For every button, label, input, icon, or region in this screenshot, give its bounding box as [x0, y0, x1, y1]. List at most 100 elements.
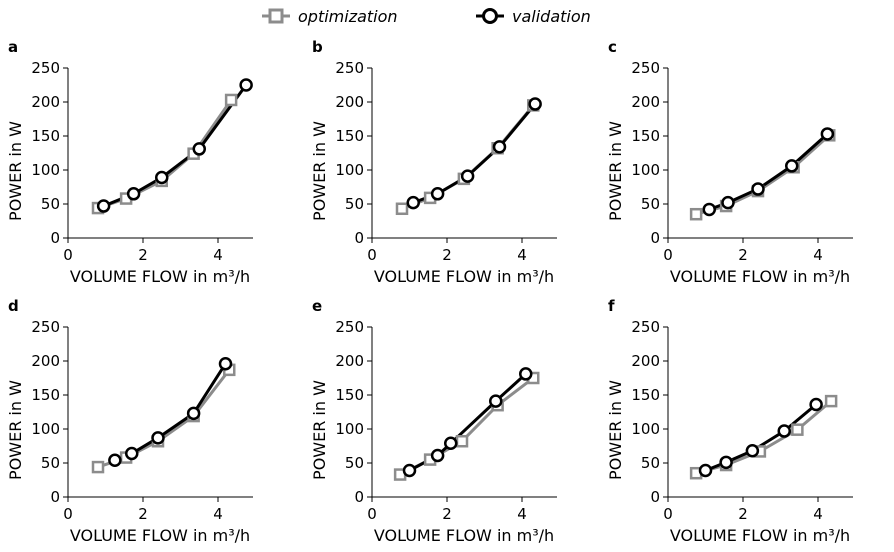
x-tick-label: 2: [442, 505, 452, 523]
series-line-optimization: [695, 399, 833, 475]
y-tick-label: 250: [631, 59, 660, 77]
y-tick-label: 150: [631, 386, 660, 404]
legend-validation-label: validation: [512, 7, 591, 26]
panel-label: e: [312, 297, 322, 315]
y-tick-label: 0: [650, 229, 660, 247]
legend: optimization validation: [262, 7, 591, 26]
x-tick-label: 2: [138, 505, 148, 523]
validation-point: [186, 406, 201, 421]
y-tick-label: 150: [631, 127, 660, 145]
y-tick-label: 150: [335, 386, 364, 404]
validation-point: [519, 367, 533, 381]
y-tick-label: 100: [631, 420, 660, 438]
x-axis-label: VOLUME FLOW in m³/h: [374, 526, 554, 545]
y-tick-label: 0: [50, 229, 60, 247]
y-tick-label: 200: [31, 93, 60, 111]
optimization-point: [791, 423, 804, 436]
panel-d: d 0 50 100 150 200 250 0 2 4 VOLUME FLOW in m³/h PO…: [6, 297, 253, 545]
validation-point: [406, 195, 420, 210]
y-tick-label: 200: [631, 93, 660, 111]
validation-point: [96, 199, 111, 213]
series-line-optimization: [97, 99, 233, 210]
y-tick-label: 100: [631, 161, 660, 179]
x-axis-label: VOLUME FLOW in m³/h: [70, 526, 250, 545]
panel-label: d: [8, 297, 19, 315]
y-tick-label: 50: [41, 454, 60, 472]
y-tick-label: 250: [335, 59, 364, 77]
optimization-point: [689, 207, 703, 221]
validation-point: [745, 444, 760, 458]
validation-point: [820, 127, 835, 141]
y-tick-label: 100: [335, 161, 364, 179]
y-tick-label: 50: [641, 195, 660, 213]
x-tick-label: 4: [813, 246, 823, 264]
validation-point: [751, 182, 765, 196]
y-tick-label: 0: [354, 488, 364, 506]
panel-c: c 0 50 100 150 200 250 0 2 4 VOLUME FLOW in m³/h PO…: [606, 38, 853, 286]
series-line-optimization: [401, 104, 535, 211]
panel-e: e 0 50 100 150 200 250 0 2 4 VOLUME FLOW in m³/h PO…: [310, 297, 557, 545]
series-line-optimization: [97, 368, 231, 469]
panel-label: a: [8, 38, 18, 56]
y-axis-label: POWER in W: [6, 380, 25, 480]
series-line-optimization: [399, 376, 535, 476]
validation-point: [489, 394, 503, 408]
validation-point: [155, 170, 169, 185]
x-tick-label: 0: [63, 505, 73, 523]
x-tick-label: 4: [517, 505, 527, 523]
x-axis-label: VOLUME FLOW in m³/h: [670, 526, 850, 545]
y-tick-label: 100: [31, 420, 60, 438]
x-tick-label: 0: [63, 246, 73, 264]
panel-b: b 0 50 100 150 200 250 0 2 4 VOLUME FLOW in m³/h PO…: [310, 38, 557, 286]
series-line-validation: [412, 103, 537, 205]
y-tick-label: 250: [335, 318, 364, 336]
x-tick-label: 0: [663, 246, 673, 264]
y-tick-label: 200: [335, 93, 364, 111]
validation-point: [126, 187, 141, 201]
y-tick-label: 150: [31, 127, 60, 145]
y-tick-label: 0: [50, 488, 60, 506]
y-tick-label: 50: [41, 195, 60, 213]
optimization-point: [395, 202, 409, 216]
optimization-point: [224, 93, 238, 107]
legend-validation-marker: [482, 8, 498, 24]
validation-point: [460, 169, 475, 183]
validation-point: [702, 202, 716, 217]
y-axis-label: POWER in W: [310, 121, 329, 221]
y-tick-label: 250: [31, 59, 60, 77]
y-tick-label: 0: [650, 488, 660, 506]
validation-point: [698, 463, 713, 478]
panel-label: f: [608, 297, 615, 315]
validation-point: [492, 140, 507, 154]
validation-point: [444, 436, 458, 451]
y-tick-label: 100: [31, 161, 60, 179]
x-tick-label: 2: [138, 246, 148, 264]
panel-f: f 0 50 100 150 200 250 0 2 4 VOLUME FLOW in m³/h PO…: [606, 297, 853, 545]
legend-optimization-marker: [268, 8, 284, 24]
x-tick-label: 2: [442, 246, 452, 264]
validation-point: [785, 159, 799, 173]
x-tick-label: 0: [367, 505, 377, 523]
x-axis-label: VOLUME FLOW in m³/h: [374, 267, 554, 286]
optimization-point: [455, 434, 469, 448]
y-tick-label: 100: [335, 420, 364, 438]
y-tick-label: 50: [641, 454, 660, 472]
panel-label: c: [608, 38, 617, 56]
x-axis-label: VOLUME FLOW in m³/h: [70, 267, 250, 286]
validation-point: [402, 463, 417, 478]
y-tick-label: 50: [345, 195, 364, 213]
y-tick-label: 250: [31, 318, 60, 336]
x-tick-label: 0: [367, 246, 377, 264]
validation-point: [719, 455, 733, 470]
y-tick-label: 0: [354, 229, 364, 247]
validation-point: [809, 397, 823, 412]
validation-point: [239, 78, 253, 92]
optimization-point: [824, 394, 838, 408]
y-tick-label: 200: [31, 352, 60, 370]
validation-point: [218, 356, 233, 371]
validation-point: [125, 446, 139, 461]
y-tick-label: 200: [335, 352, 364, 370]
series-line-optimization: [695, 134, 831, 216]
legend-optimization-label: optimization: [298, 7, 398, 26]
